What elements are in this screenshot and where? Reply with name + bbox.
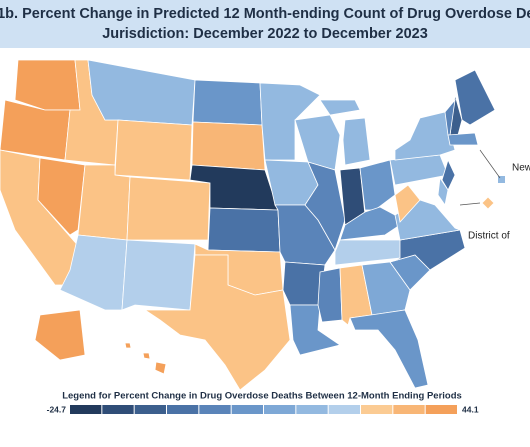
legend-swatch: [70, 405, 102, 414]
state: [126, 176, 211, 241]
legend-swatch: [167, 405, 199, 414]
state: [207, 207, 281, 253]
state: [37, 157, 86, 236]
title-line: Jurisdiction: December 2022 to December …: [102, 26, 428, 42]
legend-swatch: [393, 405, 425, 414]
title-line: gure 1b. Percent Change in Predicted 12 …: [0, 6, 530, 22]
legend-bar: [70, 405, 457, 414]
legend-swatch: [264, 405, 296, 414]
header-band: [0, 0, 530, 48]
state: [114, 119, 193, 181]
legend-swatch: [199, 405, 231, 414]
legend-swatch: [425, 405, 457, 414]
state: [14, 59, 81, 111]
nyc-box: [498, 176, 505, 183]
state: [143, 254, 291, 391]
legend-min: -24.7: [47, 404, 67, 414]
state: [319, 99, 361, 116]
dc-box: [481, 196, 495, 210]
legend-swatch: [134, 405, 166, 414]
state: [361, 261, 411, 316]
state: [437, 176, 449, 206]
map-label: District of: [468, 231, 510, 242]
state: [191, 121, 266, 171]
state: [142, 352, 151, 360]
state: [77, 164, 131, 241]
legend-swatch: [328, 405, 360, 414]
state: [294, 114, 341, 171]
state: [447, 132, 479, 146]
leader-line: [479, 149, 501, 179]
legend-swatch: [102, 405, 134, 414]
state: [124, 342, 132, 349]
legend-max: 44.1: [462, 404, 479, 414]
legend-swatch: [361, 405, 393, 414]
state: [34, 309, 86, 361]
leader-line: [459, 202, 481, 206]
state: [304, 161, 346, 251]
legend-swatch: [296, 405, 328, 414]
state: [359, 159, 396, 211]
state: [121, 239, 196, 311]
state: [454, 69, 496, 126]
state: [389, 229, 466, 271]
state: [342, 117, 371, 166]
state: [317, 267, 343, 323]
map-label: New: [512, 163, 530, 174]
legend-title: Legend for Percent Change in Drug Overdo…: [62, 391, 462, 402]
legend-swatch: [231, 405, 263, 414]
state: [87, 59, 196, 126]
state: [349, 309, 429, 389]
state: [154, 361, 167, 375]
state: [259, 82, 321, 161]
state: [394, 184, 421, 223]
state: [192, 79, 263, 126]
states: [0, 59, 505, 391]
